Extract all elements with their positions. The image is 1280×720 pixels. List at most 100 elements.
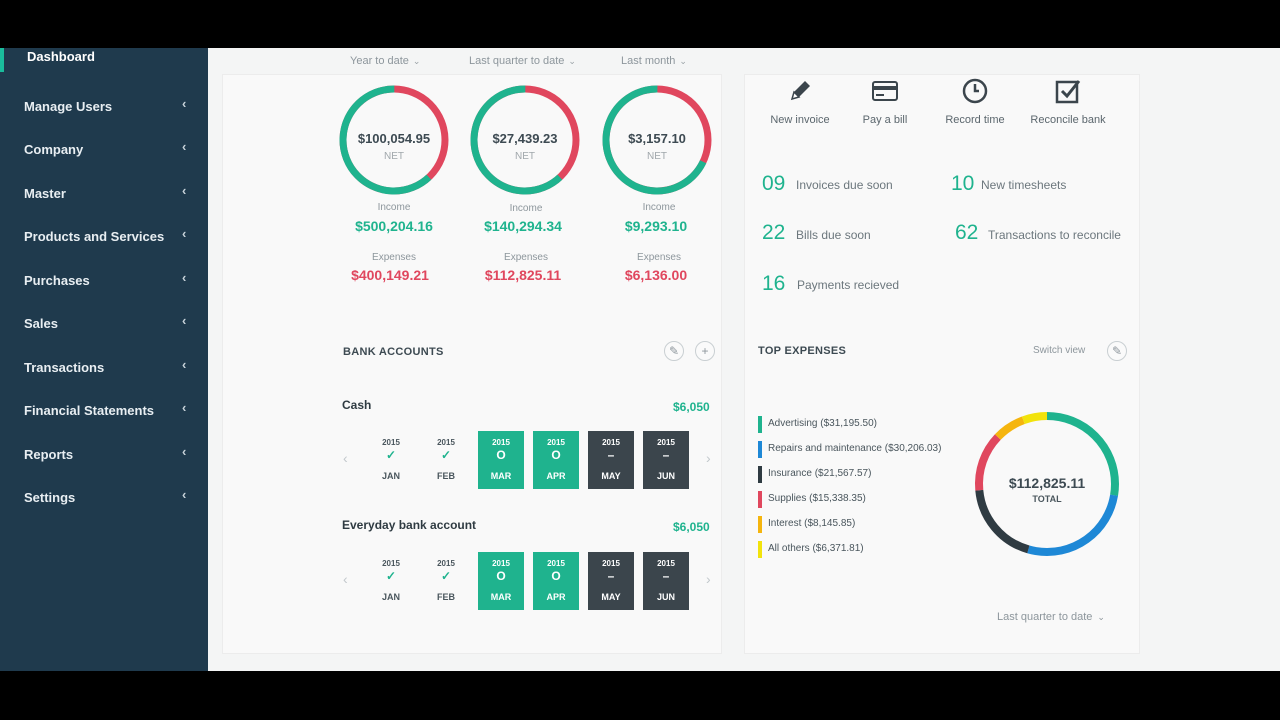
sidebar-item-master[interactable]: Master ‹ bbox=[0, 173, 208, 213]
month-status-icon: ✓ bbox=[440, 448, 452, 462]
active-indicator bbox=[0, 48, 4, 72]
month-tile-feb[interactable]: 2015 ✓ FEB bbox=[423, 431, 469, 489]
sidebar-item-label: Products and Services bbox=[24, 229, 165, 244]
sidebar-item-company[interactable]: Company ‹ bbox=[0, 129, 208, 169]
chevron-right-icon[interactable]: › bbox=[706, 450, 711, 466]
month-tile-mar[interactable]: 2015 O MAR bbox=[478, 552, 524, 610]
wrench-icon[interactable]: ✎ bbox=[664, 341, 684, 361]
sidebar-item-purchases[interactable]: Purchases ‹ bbox=[0, 260, 208, 300]
account-name: Cash bbox=[342, 398, 372, 412]
net-value: $100,054.95 bbox=[357, 131, 431, 146]
income-label: Income bbox=[509, 203, 543, 214]
expenses-donut-chart bbox=[974, 411, 1119, 556]
month-label: JAN bbox=[381, 471, 400, 481]
sidebar-item-reports[interactable]: Reports ‹ bbox=[0, 434, 208, 474]
filter-label: Last month bbox=[621, 55, 676, 67]
month-status-icon: – bbox=[607, 569, 615, 583]
month-status-icon: O bbox=[496, 448, 506, 462]
month-tile-may[interactable]: 2015– MAY bbox=[588, 431, 634, 489]
add-account-button[interactable]: + bbox=[695, 341, 715, 361]
filter-year-to-date[interactable]: Year to date ⌄ bbox=[350, 55, 420, 67]
month-tile-jun[interactable]: 2015– JUN bbox=[643, 431, 689, 489]
legend-swatch bbox=[758, 441, 762, 458]
month-year: 2015 bbox=[382, 559, 400, 568]
sidebar-item-sales[interactable]: Sales ‹ bbox=[0, 303, 208, 343]
account-amount: $6,050 bbox=[673, 520, 710, 534]
sidebar-item-label: Financial Statements bbox=[24, 403, 155, 418]
chevron-left-icon: ‹ bbox=[182, 400, 187, 415]
chevron-down-icon: ⌄ bbox=[568, 56, 576, 66]
filter-last-month[interactable]: Last month ⌄ bbox=[621, 55, 687, 67]
switch-view-link[interactable]: Switch view bbox=[1033, 345, 1086, 356]
clock-icon bbox=[962, 78, 988, 104]
top-expenses-title: TOP EXPENSES bbox=[758, 345, 847, 357]
chevron-left-icon[interactable]: ‹ bbox=[343, 450, 348, 466]
net-value: $3,157.10 bbox=[628, 131, 686, 146]
net-ring-chart bbox=[339, 85, 449, 195]
stat-label: Transactions to reconcile bbox=[988, 228, 1121, 242]
action-label: Reconcile bank bbox=[1030, 114, 1106, 126]
sidebar-item-settings[interactable]: Settings ‹ bbox=[0, 477, 208, 517]
month-tile-apr[interactable]: 2015 O APR bbox=[533, 552, 579, 610]
legend-label: Supplies ($15,338.35) bbox=[768, 493, 866, 504]
month-label: JUN bbox=[656, 592, 675, 602]
chevron-left-icon: ‹ bbox=[182, 487, 187, 502]
legend-swatch bbox=[758, 416, 762, 433]
expenses-label: Expenses bbox=[504, 252, 548, 263]
legend-swatch bbox=[758, 491, 762, 508]
legend-label: Insurance ($21,567.57) bbox=[768, 468, 872, 479]
chevron-left-icon: ‹ bbox=[182, 313, 187, 328]
sidebar-item-products-and-services[interactable]: Products and Services ‹ bbox=[0, 216, 208, 256]
chevron-left-icon: ‹ bbox=[182, 357, 187, 372]
sidebar-item-transactions[interactable]: Transactions ‹ bbox=[0, 347, 208, 387]
month-tile-feb[interactable]: 2015 ✓ FEB bbox=[423, 552, 469, 610]
overview-card bbox=[744, 74, 1140, 654]
sidebar-item-label: Transactions bbox=[24, 360, 105, 375]
chevron-left-icon: ‹ bbox=[182, 270, 187, 285]
month-year: 2015 bbox=[492, 438, 510, 447]
sidebar-item-financial-statements[interactable]: Financial Statements ‹ bbox=[0, 390, 208, 430]
month-tile-apr[interactable]: 2015 O APR bbox=[533, 431, 579, 489]
legend-swatch bbox=[758, 516, 762, 533]
month-tile-may[interactable]: 2015– MAY bbox=[588, 552, 634, 610]
expenses-value: $112,825.11 bbox=[484, 267, 562, 283]
income-arc bbox=[339, 85, 449, 195]
month-year: 2015 bbox=[382, 438, 400, 447]
month-label: JUN bbox=[656, 471, 675, 481]
donut-segment bbox=[975, 412, 1119, 556]
month-tile-jan[interactable]: 2015 ✓ JAN bbox=[368, 552, 414, 610]
sidebar-item-dashboard[interactable]: Dashboard bbox=[0, 48, 208, 72]
legend-label: All others ($6,371.81) bbox=[768, 543, 864, 554]
period-label: Last quarter to date bbox=[997, 611, 1093, 623]
chevron-left-icon: ‹ bbox=[182, 96, 187, 111]
sidebar-item-label: Manage Users bbox=[24, 99, 113, 114]
stat-number: 09 bbox=[762, 172, 786, 195]
month-tile-jan[interactable]: 2015 ✓ JAN bbox=[368, 431, 414, 489]
period-dropdown[interactable]: Last quarter to date ⌄ bbox=[997, 611, 1105, 623]
chevron-left-icon: ‹ bbox=[182, 139, 187, 154]
month-status-icon: ✓ bbox=[385, 569, 397, 583]
month-tile-jun[interactable]: 2015– JUN bbox=[643, 552, 689, 610]
net-ring-chart bbox=[470, 85, 580, 195]
donut-segment bbox=[975, 412, 1119, 556]
sidebar-item-manage-users[interactable]: Manage Users ‹ bbox=[0, 86, 208, 126]
sidebar-item-label: Company bbox=[24, 142, 84, 157]
stat-label: Bills due soon bbox=[796, 228, 871, 242]
chevron-right-icon[interactable]: › bbox=[706, 571, 711, 587]
wrench-icon[interactable]: ✎ bbox=[1107, 341, 1127, 361]
chevron-left-icon[interactable]: ‹ bbox=[343, 571, 348, 587]
legend-label: Advertising ($31,195.50) bbox=[768, 418, 877, 429]
month-year: 2015 bbox=[657, 438, 675, 447]
main-content: Year to date ⌄ Last quarter to date ⌄ Last… bbox=[208, 48, 1280, 671]
net-value: $27,439.23 bbox=[492, 131, 558, 146]
sidebar-item-label: Master bbox=[24, 186, 66, 201]
month-status-icon: ✓ bbox=[385, 448, 397, 462]
stat-label: Invoices due soon bbox=[796, 178, 893, 192]
month-label: MAR bbox=[490, 592, 512, 602]
sidebar-item-label: Dashboard bbox=[27, 49, 95, 64]
stat-label: Payments recieved bbox=[797, 278, 900, 292]
filter-last-quarter[interactable]: Last quarter to date ⌄ bbox=[469, 55, 576, 67]
month-tile-mar[interactable]: 2015 O MAR bbox=[478, 431, 524, 489]
net-label: NET bbox=[515, 151, 535, 162]
sidebar-item-label: Reports bbox=[24, 447, 74, 462]
